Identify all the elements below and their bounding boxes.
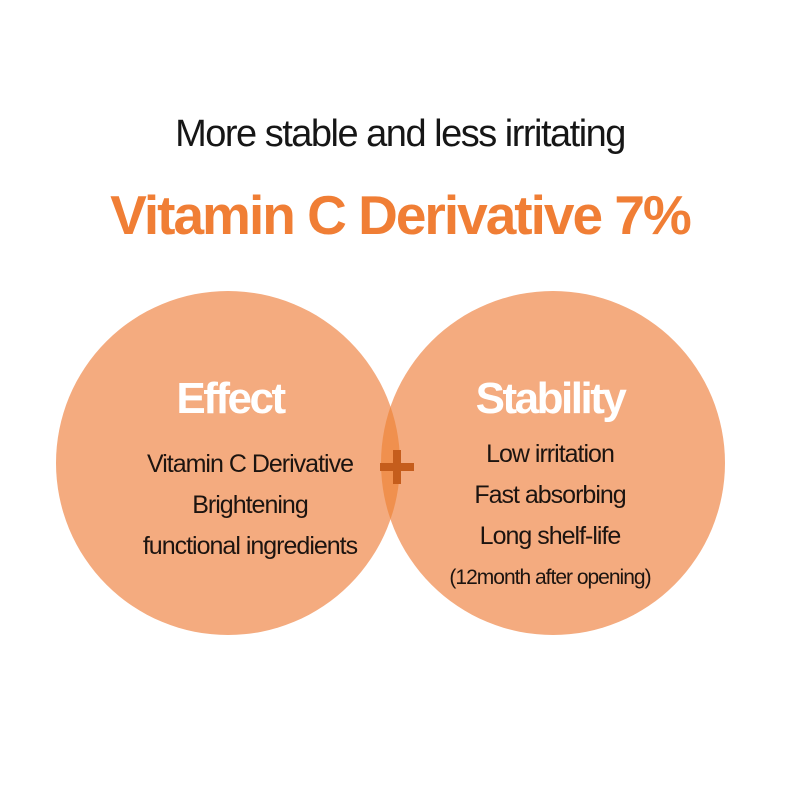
stability-circle xyxy=(381,291,725,635)
stability-line: (12month after opening) xyxy=(449,566,651,589)
stability-line: Fast absorbing xyxy=(474,481,626,509)
stability-line: Low irritation xyxy=(486,440,615,468)
effect-line: functional ingredients xyxy=(142,532,358,560)
page-title: Vitamin C Derivative 7% xyxy=(110,184,692,246)
effect-description: Vitamin C Derivative Brightening functio… xyxy=(70,444,430,567)
plus-icon xyxy=(380,450,414,484)
effect-label: Effect xyxy=(176,374,286,423)
stability-description: Low irritation Fast absorbing Long shelf… xyxy=(400,434,700,598)
effect-circle xyxy=(56,291,400,635)
effect-line: Vitamin C Derivative xyxy=(146,450,354,478)
subtitle: More stable and less irritating xyxy=(175,113,626,155)
stability-label: Stability xyxy=(475,374,627,423)
stability-line: Long shelf-life xyxy=(479,522,622,550)
effect-line: Brightening xyxy=(192,491,308,519)
